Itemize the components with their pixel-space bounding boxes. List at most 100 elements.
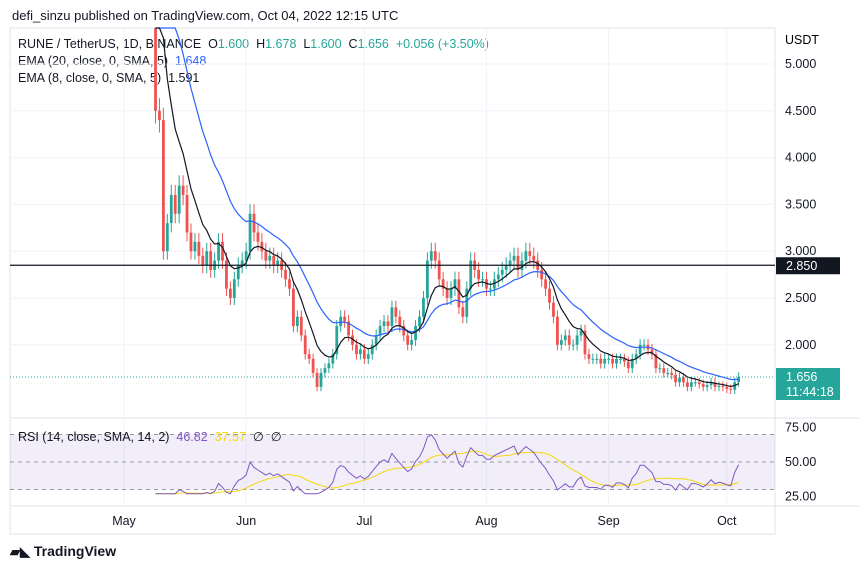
candle-body [162, 120, 165, 252]
rsi-tick-label: 75.00 [785, 421, 816, 435]
rsi-line [155, 434, 740, 495]
candle-body [595, 358, 599, 360]
candle-body [701, 384, 705, 387]
candle-body [591, 358, 595, 360]
candle-body [181, 185, 185, 196]
candle-body [674, 374, 677, 383]
candle-body [390, 307, 394, 327]
high-label: H [256, 37, 266, 51]
candle-body [496, 274, 500, 280]
time-tick-label: Oct [717, 514, 737, 528]
candle-body [469, 260, 473, 289]
ema8-label: EMA (8, close, 0, SMA, 5) [18, 71, 162, 85]
candle-body [335, 326, 339, 355]
candle-body [201, 255, 205, 266]
candle-body [477, 269, 480, 280]
candle-body [579, 330, 583, 336]
candle-body [717, 385, 721, 387]
candle-body [457, 279, 461, 308]
candle-body [205, 251, 209, 266]
rsi-extra-2: ∅ [270, 430, 282, 444]
candle-body [449, 288, 453, 298]
rsi-legend[interactable]: RSI (14, close, SMA, 14, 2) 46.82 37.57 … [18, 429, 282, 444]
candle-body [504, 265, 508, 270]
ema8-legend[interactable]: EMA (8, close, 0, SMA, 5) 1.591 [18, 71, 199, 85]
ema8-value: 1.591 [168, 71, 200, 85]
candle-body [292, 288, 295, 327]
candle-body [662, 368, 666, 373]
candles [154, 28, 741, 394]
candle-body [351, 335, 354, 345]
candle-body [559, 340, 563, 345]
candle-body [370, 344, 374, 355]
currency-label: USDT [785, 33, 820, 47]
time-tick-label: Jul [356, 514, 372, 528]
candle-body [276, 260, 280, 266]
candle-body [323, 368, 327, 373]
footer-brand: TradingView [33, 543, 117, 559]
candle-body [603, 358, 607, 364]
candle-body [642, 344, 646, 346]
ema20-line [155, 27, 739, 381]
candle-body [429, 251, 433, 261]
candle-body [437, 260, 441, 280]
candle-body [654, 354, 658, 369]
candle-body [709, 382, 713, 386]
close-label: C [348, 37, 358, 51]
candle-body [630, 358, 634, 369]
candle-body [299, 316, 303, 336]
candle-body [347, 321, 350, 336]
candle-body [236, 265, 240, 280]
rsi-tick-label: 25.00 [785, 490, 816, 504]
candle-body [552, 302, 555, 317]
candle-body [489, 288, 492, 290]
tradingview-logo[interactable]: ▰◣ TradingView [10, 543, 116, 560]
candle-body [382, 321, 386, 327]
candle-body [221, 241, 224, 261]
candle-body [516, 255, 520, 270]
candle-body [158, 110, 161, 121]
ema8-line [155, 27, 739, 388]
candle-body [441, 279, 445, 289]
price-tick-label: 3.000 [785, 244, 816, 258]
price-tick-label: 4.500 [785, 104, 816, 118]
candle-body [197, 241, 201, 256]
change-value: +0.056 (+3.50%) [395, 37, 489, 51]
candle-body [571, 344, 575, 346]
candle-body [500, 269, 504, 275]
candle-body [268, 255, 272, 261]
candle-body [288, 279, 291, 289]
candle-body [666, 372, 670, 374]
candle-body [540, 269, 544, 280]
candle-body [425, 260, 429, 298]
candle-body [563, 335, 567, 341]
candle-body [689, 382, 693, 387]
candle-body [524, 251, 528, 261]
close-value: 1.656 [357, 37, 389, 51]
candle-body [315, 372, 319, 387]
candle-body [686, 382, 689, 387]
candle-body [272, 255, 276, 266]
price-tick-label: 2.500 [785, 291, 816, 305]
candle-body [544, 279, 547, 289]
candle-body [410, 340, 414, 345]
candle-body [682, 377, 685, 383]
candle-body [295, 316, 299, 327]
price-tick-label: 2.000 [785, 338, 816, 352]
candle-body [548, 288, 551, 303]
candle-body [209, 251, 213, 270]
last-price-label: 1.656 [786, 370, 817, 384]
candle-body [583, 330, 587, 355]
candle-body [461, 307, 465, 317]
candle-body [398, 316, 402, 327]
candle-body [154, 28, 157, 111]
rsi-tick-label: 50.00 [785, 455, 816, 469]
candle-body [232, 279, 236, 298]
hline-price-badge [776, 257, 840, 275]
candle-body [418, 316, 421, 327]
high-value: 1.678 [265, 37, 297, 51]
candle-body [619, 358, 622, 360]
candle-body [508, 260, 512, 266]
candle-body [173, 195, 177, 214]
